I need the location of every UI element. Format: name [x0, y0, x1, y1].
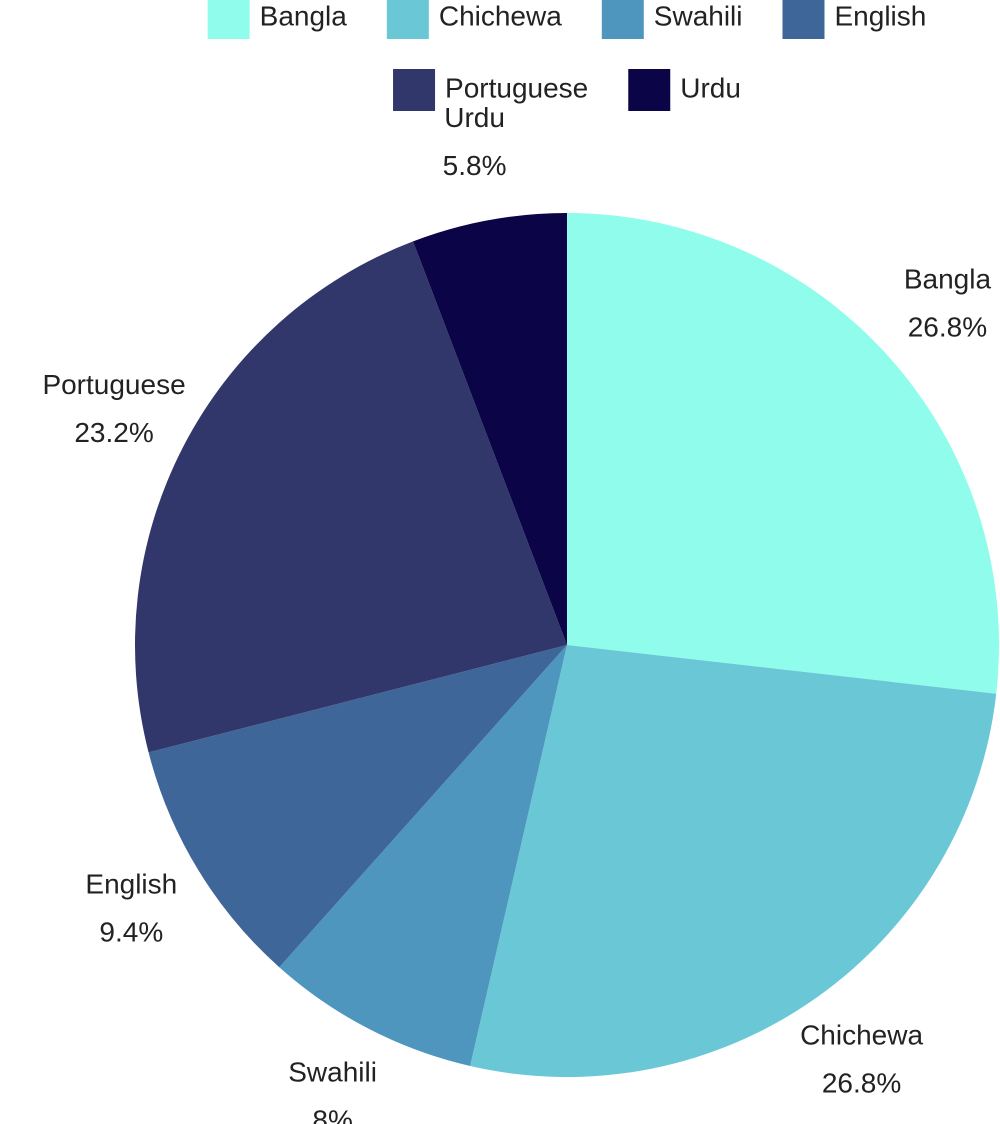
pie-slice [148, 645, 567, 968]
slice-value-label: 26.8% [822, 1068, 901, 1099]
legend-swatch [628, 69, 671, 111]
slice-value-label: 23.2% [74, 417, 153, 448]
slice-value-label: 8% [312, 1104, 352, 1124]
pie-slice [279, 645, 567, 1066]
pie-slice [134, 241, 567, 753]
legend-swatch [386, 0, 429, 39]
legend-label: English [835, 0, 927, 31]
slice-label: Urdu [444, 102, 505, 133]
legend-label: Swahili [654, 0, 743, 31]
pie-slice [413, 213, 567, 645]
slice-value-label: 9.4% [99, 916, 163, 947]
legend-label: Bangla [260, 0, 348, 31]
legend-item: Chichewa [386, 0, 562, 39]
slice-label: English [85, 868, 177, 899]
legend-item: Portuguese [393, 69, 588, 111]
pie-slice [567, 213, 1000, 694]
legend-item: Urdu [628, 69, 741, 111]
legend-item: English [782, 0, 927, 39]
slice-label: Portuguese [42, 369, 185, 400]
legend-swatch [782, 0, 825, 39]
slice-label: Chichewa [800, 1020, 923, 1051]
legend-item: Bangla [207, 0, 348, 39]
slice-label: Bangla [904, 264, 992, 295]
pie-slice [470, 645, 997, 1077]
slice-value-label: 5.8% [443, 150, 507, 181]
legend-swatch [207, 0, 250, 39]
legend-label: Portuguese [445, 72, 588, 103]
slice-label: Swahili [288, 1056, 377, 1087]
legend-swatch [601, 0, 644, 39]
legend-label: Chichewa [439, 0, 562, 31]
slice-value-label: 26.8% [908, 312, 987, 343]
legend-swatch [393, 69, 436, 111]
legend-label: Urdu [680, 72, 741, 103]
legend-item: Swahili [601, 0, 743, 39]
